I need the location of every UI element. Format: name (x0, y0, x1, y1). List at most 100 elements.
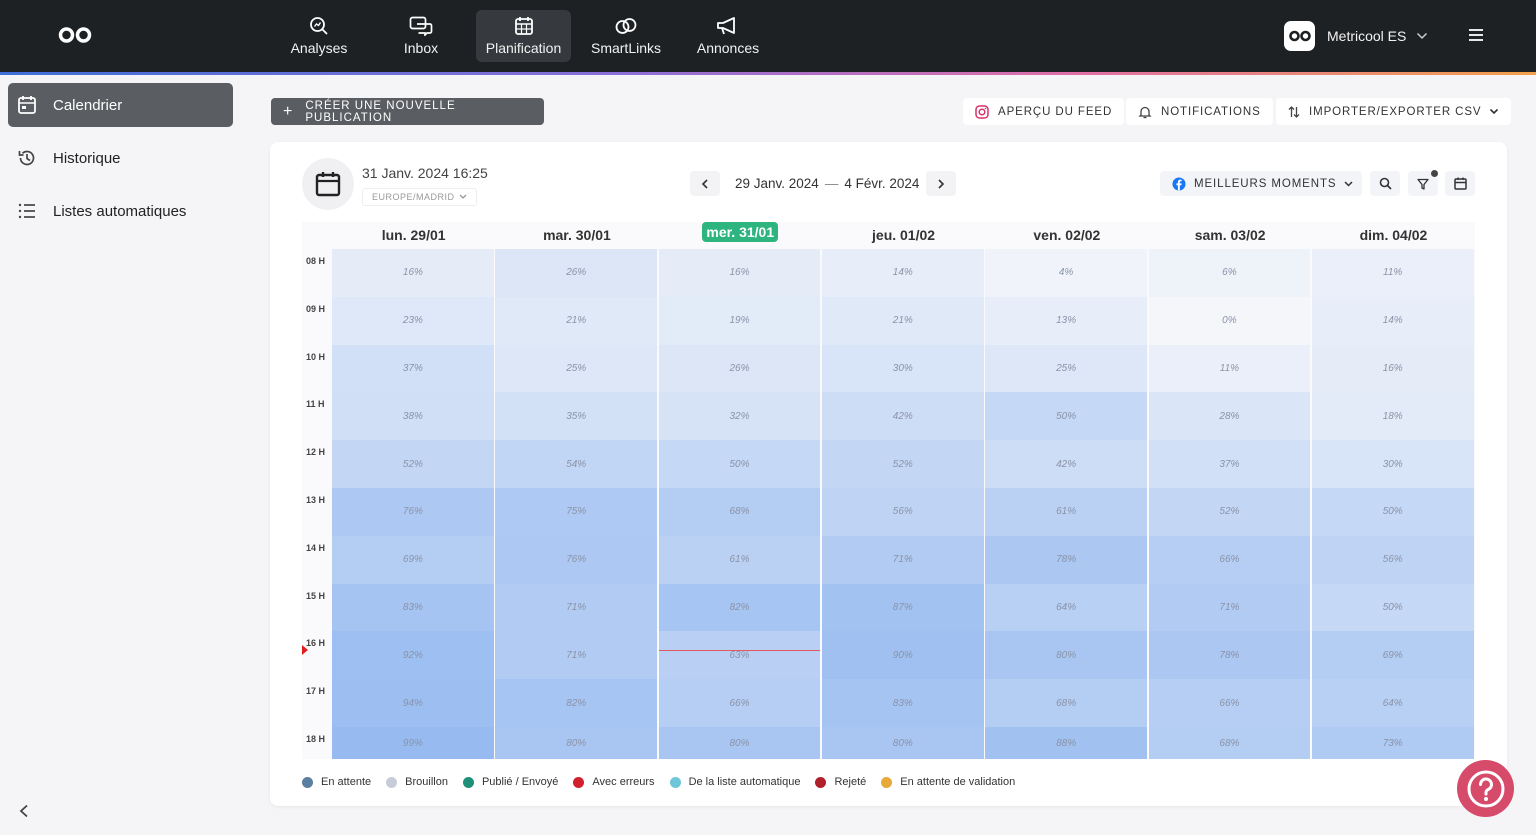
sidebar-item-historique[interactable]: Historique (8, 136, 233, 180)
time-slot-cell[interactable]: 0% (1148, 296, 1311, 345)
time-slot-cell[interactable]: 68% (1148, 727, 1311, 759)
time-slot-cell[interactable]: 69% (1311, 631, 1474, 680)
time-slot-cell[interactable]: 83% (821, 679, 984, 727)
time-slot-cell[interactable]: 42% (821, 392, 984, 441)
next-week-button[interactable] (926, 171, 956, 196)
time-slot-cell[interactable]: 76% (332, 488, 494, 536)
time-slot-cell[interactable]: 71% (821, 535, 984, 584)
sidebar-item-listes[interactable]: Listes automatiques (8, 189, 233, 233)
time-slot-cell[interactable]: 68% (658, 488, 821, 536)
time-slot-cell[interactable]: 37% (1148, 440, 1311, 488)
time-slot-cell[interactable]: 26% (658, 344, 821, 393)
time-slot-cell[interactable]: 4% (985, 249, 1147, 297)
time-slot-cell[interactable]: 21% (821, 296, 984, 345)
time-slot-cell[interactable]: 66% (658, 679, 821, 727)
time-slot-cell[interactable]: 6% (1148, 249, 1311, 297)
time-slot-cell[interactable]: 37% (332, 344, 494, 393)
nav-planification[interactable]: Planification (476, 10, 571, 62)
time-slot-cell[interactable]: 38% (332, 392, 494, 441)
feed-preview-button[interactable]: APERÇU DU FEED (963, 98, 1125, 125)
day-header[interactable]: mer. 31/01 (702, 222, 779, 242)
help-button[interactable] (1457, 760, 1514, 817)
time-slot-cell[interactable]: 61% (985, 488, 1147, 536)
previous-week-button[interactable] (690, 171, 720, 196)
day-header[interactable]: jeu. 01/02 (872, 227, 936, 243)
day-header[interactable]: dim. 04/02 (1359, 227, 1428, 243)
time-slot-cell[interactable]: 66% (1148, 679, 1311, 727)
time-slot-cell[interactable]: 80% (821, 727, 984, 759)
time-slot-cell[interactable]: 64% (1311, 679, 1474, 727)
time-slot-cell[interactable]: 82% (658, 583, 821, 632)
time-slot-cell[interactable]: 64% (985, 583, 1147, 632)
time-slot-cell[interactable]: 13% (985, 296, 1147, 345)
time-slot-cell[interactable]: 35% (495, 392, 658, 441)
time-slot-cell[interactable]: 75% (495, 488, 658, 536)
time-slot-cell[interactable]: 50% (1311, 583, 1474, 632)
time-slot-cell[interactable]: 16% (1311, 344, 1474, 393)
time-slot-cell[interactable]: 80% (495, 727, 658, 759)
time-slot-cell[interactable]: 52% (821, 440, 984, 488)
time-slot-cell[interactable]: 18% (1311, 392, 1474, 441)
csv-import-export-button[interactable]: IMPORTER/EXPORTER CSV (1276, 98, 1512, 125)
nav-inbox[interactable]: Inbox (370, 10, 472, 62)
time-slot-cell[interactable]: 90% (821, 631, 984, 680)
notifications-button[interactable]: NOTIFICATIONS (1126, 98, 1273, 125)
time-slot-cell[interactable]: 78% (985, 535, 1147, 584)
search-button[interactable] (1370, 171, 1400, 196)
time-slot-cell[interactable]: 69% (332, 535, 494, 584)
time-slot-cell[interactable]: 73% (1311, 727, 1474, 759)
time-slot-cell[interactable]: 11% (1148, 344, 1311, 393)
calendar-view-button[interactable] (1445, 171, 1475, 196)
time-slot-cell[interactable]: 54% (495, 440, 658, 488)
time-slot-cell[interactable]: 71% (1148, 583, 1311, 632)
timezone-selector[interactable]: EUROPE/MADRID (362, 188, 477, 206)
time-slot-cell[interactable]: 78% (1148, 631, 1311, 680)
day-header[interactable]: mar. 30/01 (543, 227, 611, 243)
time-slot-cell[interactable]: 30% (1311, 440, 1474, 488)
time-slot-cell[interactable]: 16% (658, 249, 821, 297)
time-slot-cell[interactable]: 52% (332, 440, 494, 488)
time-slot-cell[interactable]: 94% (332, 679, 494, 727)
time-slot-cell[interactable]: 16% (332, 249, 494, 297)
calendar-today-icon[interactable] (302, 158, 354, 210)
collapse-sidebar-icon[interactable] (18, 804, 30, 823)
menu-icon[interactable] (1468, 28, 1484, 47)
time-slot-cell[interactable]: 68% (985, 679, 1147, 727)
time-slot-cell[interactable]: 42% (985, 440, 1147, 488)
time-slot-cell[interactable]: 19% (658, 296, 821, 345)
nav-annonces[interactable]: Annonces (677, 10, 779, 62)
day-header[interactable]: lun. 29/01 (381, 227, 446, 243)
sidebar-item-calendrier[interactable]: Calendrier (8, 83, 233, 127)
time-slot-cell[interactable]: 63% (658, 631, 821, 680)
nav-analyses[interactable]: Analyses (268, 10, 370, 62)
day-header[interactable]: sam. 03/02 (1194, 227, 1266, 243)
time-slot-cell[interactable]: 14% (1311, 296, 1474, 345)
time-slot-cell[interactable]: 71% (495, 583, 658, 632)
time-slot-cell[interactable]: 56% (1311, 535, 1474, 584)
time-slot-cell[interactable]: 56% (821, 488, 984, 536)
time-slot-cell[interactable]: 92% (332, 631, 494, 680)
best-moments-dropdown[interactable]: MEILLEURS MOMENTS (1160, 171, 1362, 196)
time-slot-cell[interactable]: 50% (658, 440, 821, 488)
time-slot-cell[interactable]: 23% (332, 296, 494, 345)
time-slot-cell[interactable]: 25% (985, 344, 1147, 393)
day-header[interactable]: ven. 02/02 (1033, 227, 1101, 243)
time-slot-cell[interactable]: 80% (985, 631, 1147, 680)
time-slot-cell[interactable]: 14% (821, 249, 984, 297)
time-slot-cell[interactable]: 83% (332, 583, 494, 632)
time-slot-cell[interactable]: 28% (1148, 392, 1311, 441)
time-slot-cell[interactable]: 26% (495, 249, 658, 297)
create-publication-button[interactable]: + CRÉER UNE NOUVELLE PUBLICATION (271, 98, 544, 125)
time-slot-cell[interactable]: 50% (1311, 488, 1474, 536)
time-slot-cell[interactable]: 25% (495, 344, 658, 393)
time-slot-cell[interactable]: 32% (658, 392, 821, 441)
time-slot-cell[interactable]: 71% (495, 631, 658, 680)
time-slot-cell[interactable]: 11% (1311, 249, 1474, 297)
time-slot-cell[interactable]: 61% (658, 535, 821, 584)
time-slot-cell[interactable]: 52% (1148, 488, 1311, 536)
time-slot-cell[interactable]: 76% (495, 535, 658, 584)
time-slot-cell[interactable]: 66% (1148, 535, 1311, 584)
time-slot-cell[interactable]: 50% (985, 392, 1147, 441)
metricool-logo-icon[interactable] (58, 26, 92, 49)
account-switcher[interactable]: Metricool ES (1284, 21, 1428, 51)
